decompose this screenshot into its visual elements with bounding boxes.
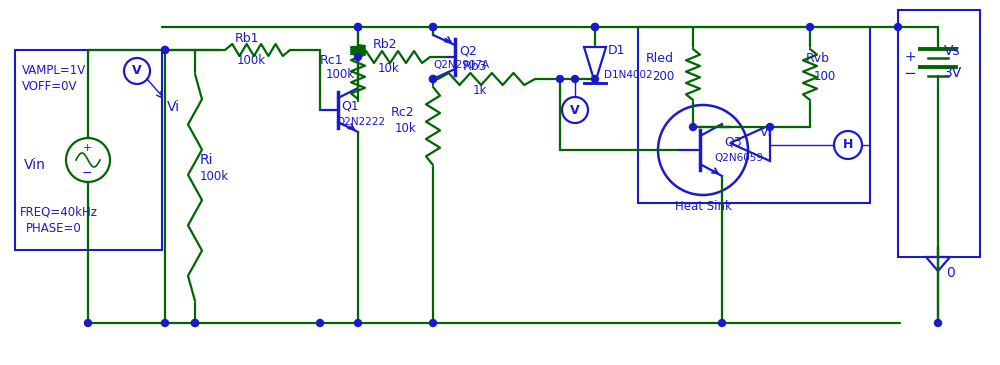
Text: 100k: 100k <box>326 68 355 81</box>
Circle shape <box>934 319 942 327</box>
Circle shape <box>430 319 436 327</box>
Text: 100k: 100k <box>237 54 266 68</box>
Bar <box>638 27 870 203</box>
Text: V: V <box>570 104 580 116</box>
Text: Q1: Q1 <box>341 100 359 112</box>
Circle shape <box>430 76 436 82</box>
Circle shape <box>354 54 362 61</box>
Circle shape <box>162 319 168 327</box>
Text: VAMPL=1V: VAMPL=1V <box>22 64 86 77</box>
Text: Rb3: Rb3 <box>463 61 488 73</box>
Text: Rb2: Rb2 <box>373 38 398 51</box>
Circle shape <box>767 123 774 131</box>
Text: Rc2: Rc2 <box>391 107 415 119</box>
Text: 0: 0 <box>946 266 955 280</box>
Circle shape <box>895 23 902 31</box>
Circle shape <box>162 46 168 54</box>
Circle shape <box>162 46 168 54</box>
Circle shape <box>316 319 324 327</box>
Text: 3V: 3V <box>944 66 962 80</box>
Text: D1: D1 <box>608 45 626 58</box>
Circle shape <box>354 23 362 31</box>
Circle shape <box>592 23 598 31</box>
Text: −: − <box>82 166 92 180</box>
Circle shape <box>592 76 598 82</box>
Text: Vi: Vi <box>167 100 180 114</box>
Text: Q2N2222: Q2N2222 <box>336 117 385 127</box>
Text: 200: 200 <box>652 70 674 84</box>
Circle shape <box>354 319 362 327</box>
Text: Rb1: Rb1 <box>235 31 260 45</box>
Text: 100: 100 <box>814 70 836 84</box>
Circle shape <box>430 23 436 31</box>
Text: −: − <box>904 65 916 81</box>
Text: Q2: Q2 <box>459 45 477 58</box>
Text: H: H <box>843 138 853 151</box>
Circle shape <box>806 23 814 31</box>
Circle shape <box>592 23 598 31</box>
Text: Vs: Vs <box>944 44 961 58</box>
Circle shape <box>192 319 198 327</box>
Circle shape <box>192 319 198 327</box>
Circle shape <box>430 76 436 82</box>
Text: Heat Sink: Heat Sink <box>675 200 732 214</box>
Bar <box>15 50 162 250</box>
Text: +: + <box>904 50 916 64</box>
Circle shape <box>430 23 436 31</box>
Text: D1N4002: D1N4002 <box>604 70 653 80</box>
Text: 1k: 1k <box>473 84 487 96</box>
Text: Vin: Vin <box>24 158 46 172</box>
Circle shape <box>572 76 578 82</box>
Text: Rled: Rled <box>646 51 674 65</box>
Text: Rc1: Rc1 <box>320 54 344 66</box>
Text: Ri: Ri <box>200 153 214 167</box>
Text: Rvb: Rvb <box>806 51 830 65</box>
Text: FREQ=40kHz: FREQ=40kHz <box>20 205 98 219</box>
Bar <box>898 10 980 257</box>
Circle shape <box>718 319 726 327</box>
Text: Q2N2907A: Q2N2907A <box>433 60 489 70</box>
Circle shape <box>690 123 696 131</box>
Text: 10k: 10k <box>395 122 417 134</box>
Circle shape <box>84 319 92 327</box>
Text: 10k: 10k <box>378 61 400 74</box>
Text: +: + <box>82 143 92 153</box>
Text: VI: VI <box>760 127 772 139</box>
Text: Q2N6059: Q2N6059 <box>714 153 763 163</box>
Text: 100k: 100k <box>200 170 229 184</box>
Circle shape <box>556 76 564 82</box>
Text: VOFF=0V: VOFF=0V <box>22 81 78 93</box>
Circle shape <box>354 23 362 31</box>
Text: PHASE=0: PHASE=0 <box>26 223 82 235</box>
Text: Q3: Q3 <box>724 135 742 149</box>
Text: V: V <box>132 65 142 77</box>
